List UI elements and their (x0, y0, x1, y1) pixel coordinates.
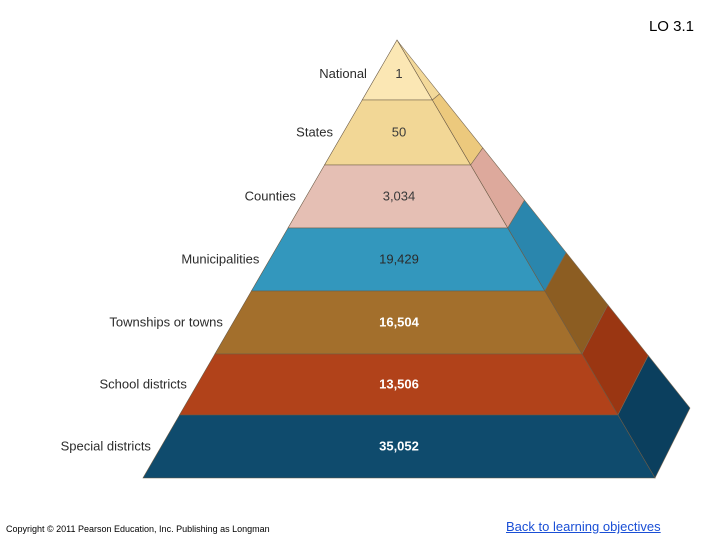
level-label-national: National (319, 66, 367, 81)
level-count-school-districts: 13,506 (379, 377, 419, 392)
level-count-special-districts: 35,052 (379, 439, 419, 454)
pyramid-level-special-districts (142, 414, 656, 479)
level-label-counties: Counties (245, 189, 297, 204)
level-count-counties: 3,034 (383, 189, 416, 204)
slide-objective-label: LO 3.1 (648, 18, 694, 35)
back-to-objectives-link[interactable]: Back to learning objectives (506, 519, 661, 534)
copyright-notice: Copyright © 2011 Pearson Education, Inc.… (6, 524, 270, 534)
level-label-states: States (296, 125, 333, 140)
level-label-townships-or-towns: Townships or towns (109, 315, 223, 330)
level-label-special-districts: Special districts (61, 439, 152, 454)
level-label-school-districts: School districts (99, 377, 187, 392)
level-count-national: 1 (395, 66, 402, 81)
level-count-townships-or-towns: 16,504 (379, 315, 420, 330)
level-label-municipalities: Municipalities (181, 252, 260, 267)
level-count-states: 50 (392, 125, 406, 140)
level-count-municipalities: 19,429 (379, 252, 419, 267)
